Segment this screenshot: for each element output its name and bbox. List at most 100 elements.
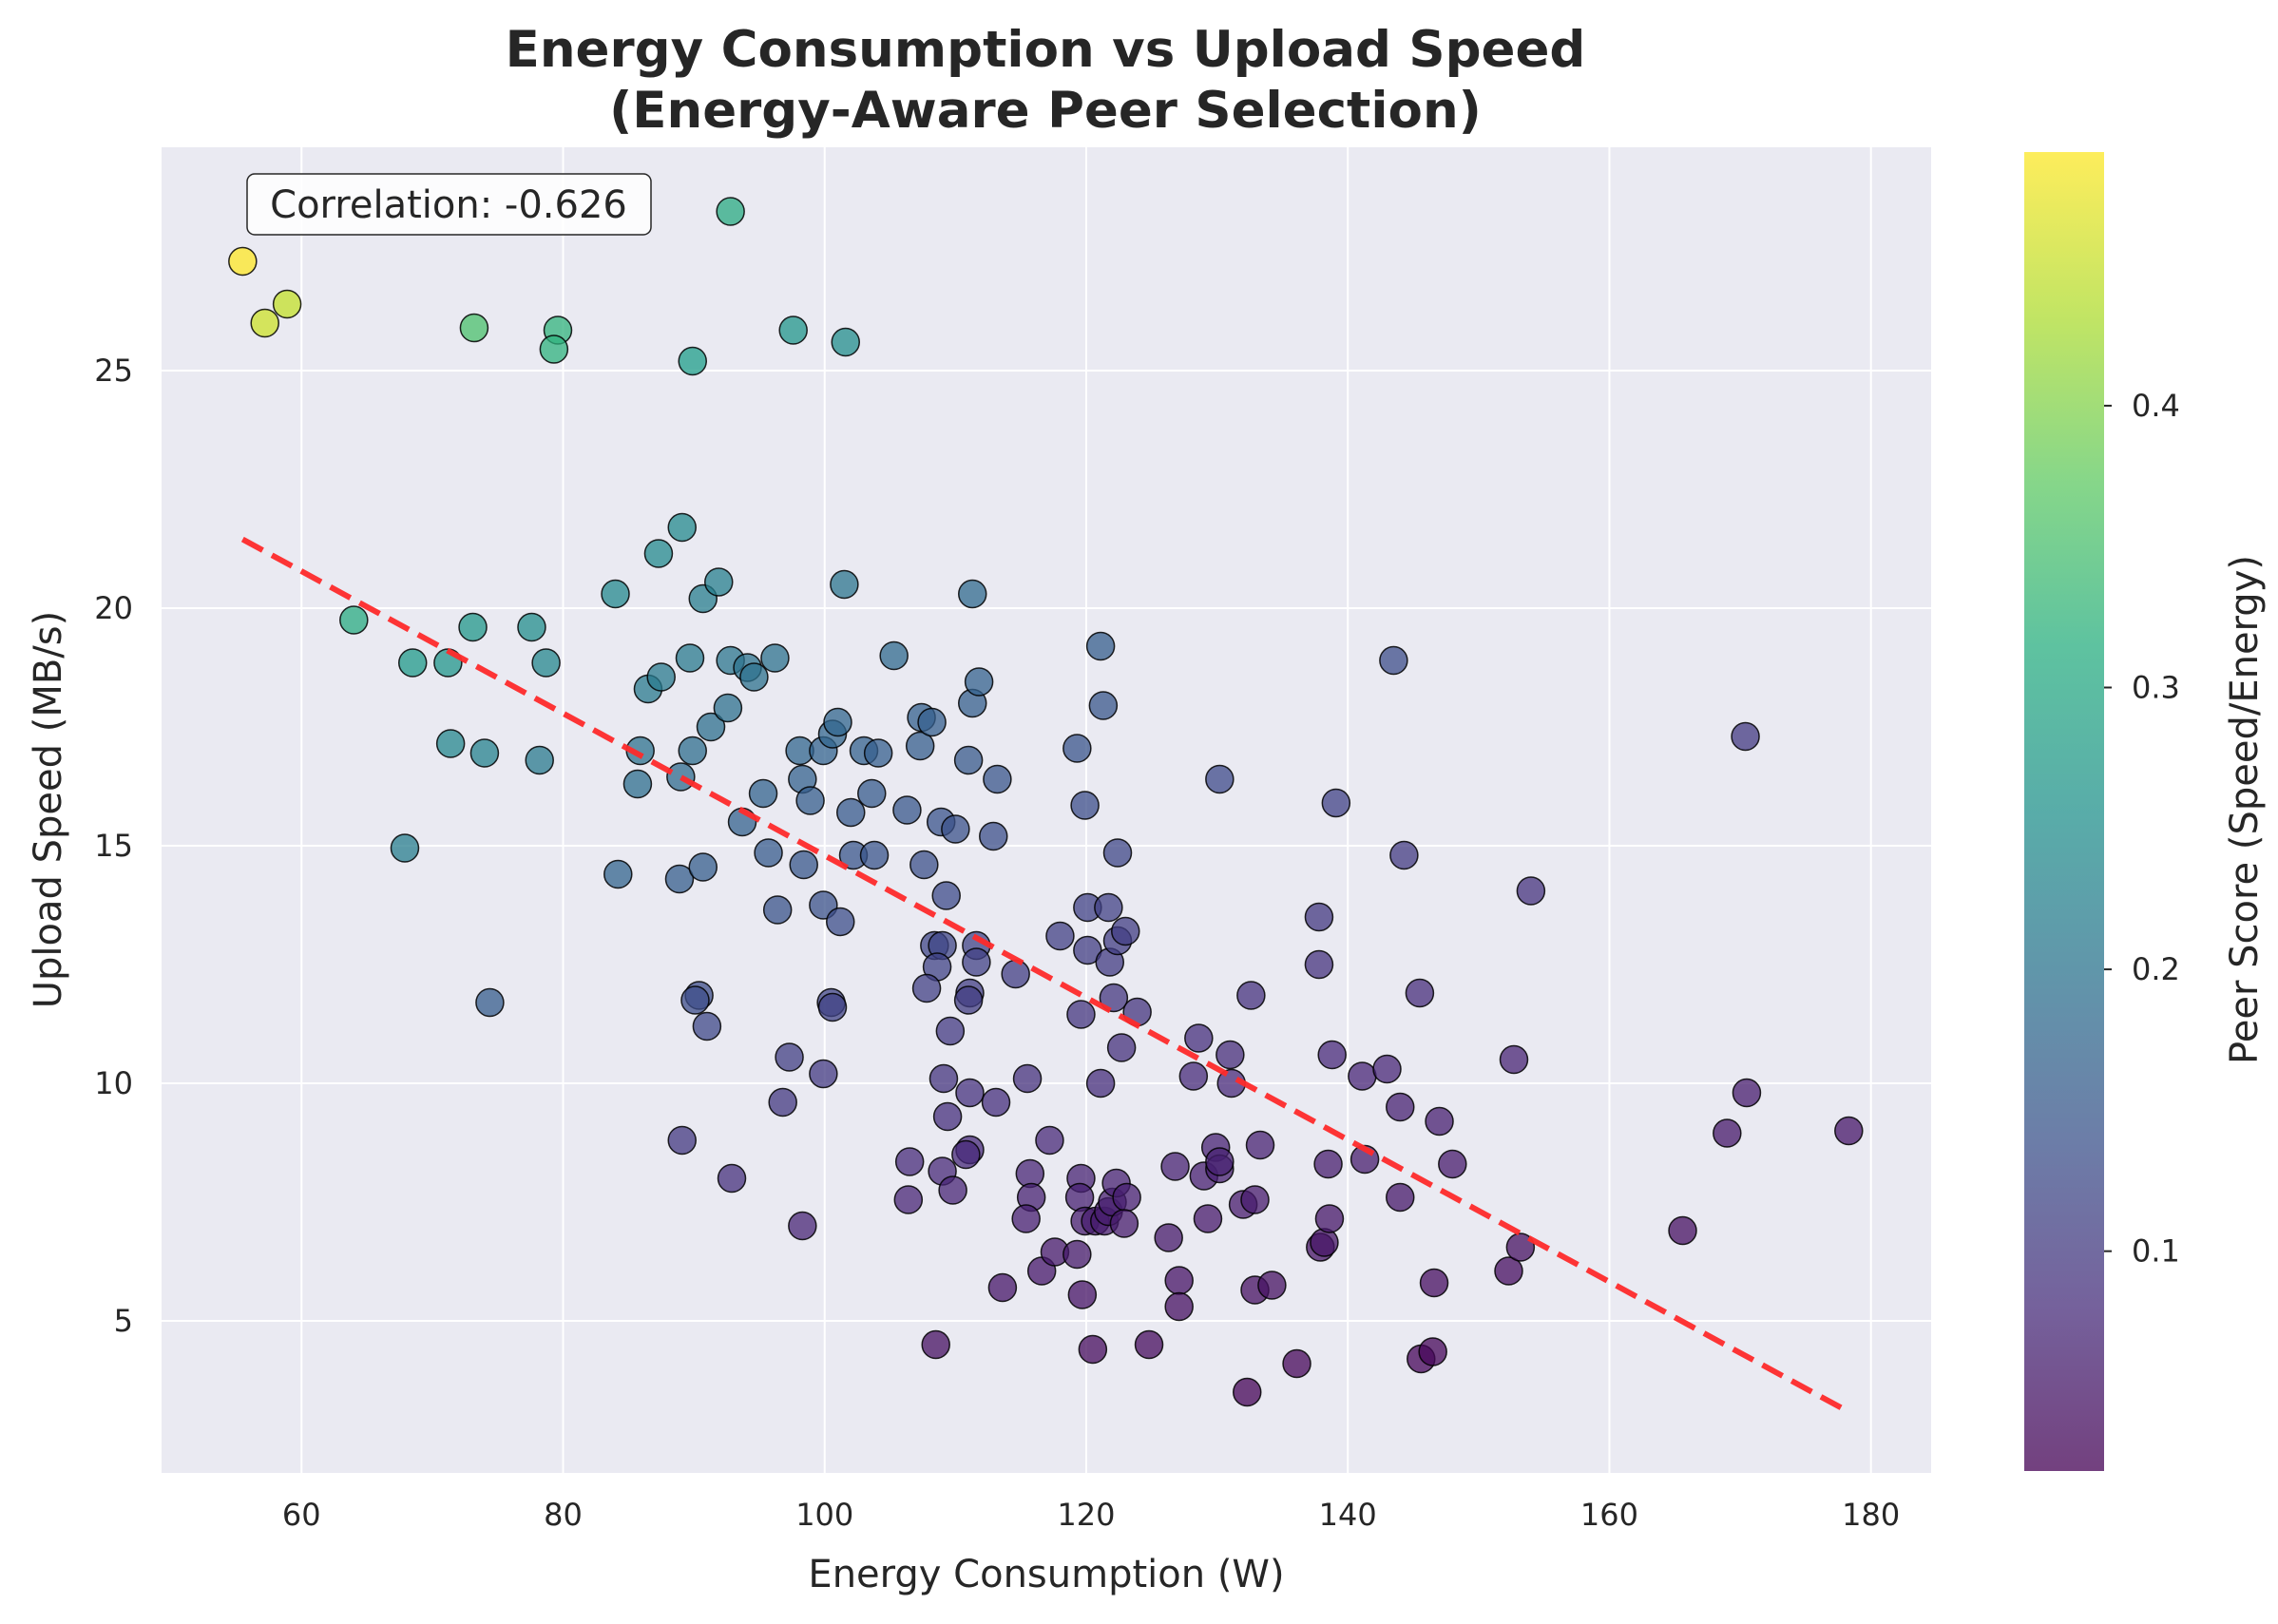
- x-tick-label: 180: [1842, 1497, 1900, 1533]
- data-point: [983, 764, 1012, 794]
- data-point: [1066, 1000, 1096, 1029]
- data-point: [778, 315, 808, 345]
- data-point: [825, 907, 855, 937]
- colorbar-label: Peer Score (Speed/Energy): [2223, 555, 2267, 1064]
- data-point: [892, 795, 922, 825]
- data-point: [1154, 1223, 1183, 1252]
- data-point: [1012, 1063, 1043, 1094]
- data-point: [893, 1185, 924, 1214]
- y-tick-label: 15: [94, 828, 133, 864]
- data-point: [964, 667, 994, 697]
- data-point: [1062, 1239, 1092, 1270]
- data-point: [1389, 840, 1419, 870]
- data-point: [1236, 981, 1266, 1010]
- data-point: [646, 662, 676, 692]
- data-point: [987, 1272, 1018, 1303]
- data-point: [664, 864, 695, 894]
- y-tick-label: 5: [114, 1303, 133, 1339]
- data-point: [228, 246, 258, 277]
- x-tick-label: 160: [1580, 1497, 1638, 1533]
- data-point: [1257, 1271, 1287, 1300]
- data-point: [603, 859, 633, 889]
- data-point: [955, 1078, 985, 1108]
- scatter-points: [228, 197, 1864, 1407]
- data-point: [696, 712, 726, 742]
- data-point: [1064, 1182, 1095, 1213]
- data-point: [909, 850, 939, 880]
- data-point: [1494, 1256, 1523, 1286]
- data-point: [1001, 959, 1030, 989]
- data-point: [1405, 978, 1435, 1008]
- data-point: [1314, 1204, 1345, 1233]
- x-tick-label: 120: [1057, 1497, 1115, 1533]
- data-point: [917, 707, 947, 737]
- data-point: [857, 778, 887, 809]
- colorbar-tick-label: 0.4: [2132, 388, 2180, 424]
- data-point: [675, 643, 705, 673]
- data-point: [622, 769, 653, 799]
- data-point: [1078, 1334, 1108, 1365]
- data-point: [760, 643, 790, 673]
- y-tick-label: 20: [94, 590, 133, 626]
- data-point: [748, 778, 778, 809]
- data-point: [1099, 983, 1129, 1013]
- data-point: [1205, 1147, 1235, 1176]
- data-point: [1313, 1149, 1343, 1179]
- data-point: [1834, 1116, 1864, 1146]
- data-point: [667, 1125, 697, 1156]
- colorbar: [2024, 152, 2104, 1471]
- colorbar-tick-label: 0.2: [2132, 951, 2180, 987]
- data-point: [435, 729, 466, 758]
- data-point: [390, 833, 420, 863]
- data-point: [1088, 691, 1119, 720]
- data-point: [1111, 916, 1140, 946]
- data-point: [1184, 1023, 1214, 1053]
- data-point: [1245, 1130, 1275, 1160]
- data-point: [1035, 1125, 1064, 1156]
- data-point: [754, 838, 783, 868]
- data-point: [692, 1011, 722, 1041]
- data-point: [1386, 1182, 1415, 1213]
- data-point: [1085, 631, 1116, 661]
- data-point: [1178, 1061, 1209, 1091]
- data-point: [953, 745, 984, 775]
- grid-lines: [162, 147, 1931, 1473]
- data-point: [1425, 1106, 1454, 1137]
- data-point: [1713, 1118, 1742, 1148]
- data-point: [1419, 1268, 1449, 1298]
- colorbar-ticks: 0.1 0.2 0.3 0.4: [2104, 388, 2180, 1270]
- chart-title-line-2: (Energy-Aware Peer Selection): [609, 82, 1482, 140]
- x-axis-label: Energy Consumption (W): [808, 1553, 1284, 1596]
- data-point: [458, 612, 488, 642]
- data-point: [1732, 1078, 1762, 1108]
- x-tick-label: 80: [544, 1497, 583, 1533]
- data-point: [905, 731, 935, 761]
- data-point: [1216, 1040, 1245, 1070]
- data-point: [667, 512, 697, 543]
- data-point: [921, 1329, 950, 1360]
- data-point: [643, 539, 674, 568]
- data-point: [1205, 764, 1235, 794]
- data-point: [1379, 645, 1408, 676]
- data-point: [459, 313, 489, 343]
- chart-title-line-1: Energy Consumption vs Upload Speed: [506, 21, 1586, 79]
- annotation-box: [246, 173, 652, 236]
- data-point: [932, 1101, 963, 1132]
- data-point: [250, 308, 279, 338]
- data-point: [717, 1163, 747, 1194]
- data-point: [931, 881, 961, 910]
- data-point: [789, 850, 818, 880]
- data-point: [823, 707, 852, 737]
- data-point: [601, 579, 630, 609]
- data-point: [935, 1016, 966, 1046]
- data-point: [762, 895, 793, 925]
- data-point: [1232, 1377, 1262, 1407]
- colorbar-tick-label: 0.1: [2132, 1233, 2180, 1270]
- y-axis-label: Upload Speed (MB/s): [27, 611, 70, 1008]
- data-point: [962, 947, 991, 977]
- data-point: [272, 289, 302, 319]
- data-point: [809, 1059, 838, 1089]
- data-point: [831, 327, 861, 357]
- data-point: [1112, 1182, 1141, 1213]
